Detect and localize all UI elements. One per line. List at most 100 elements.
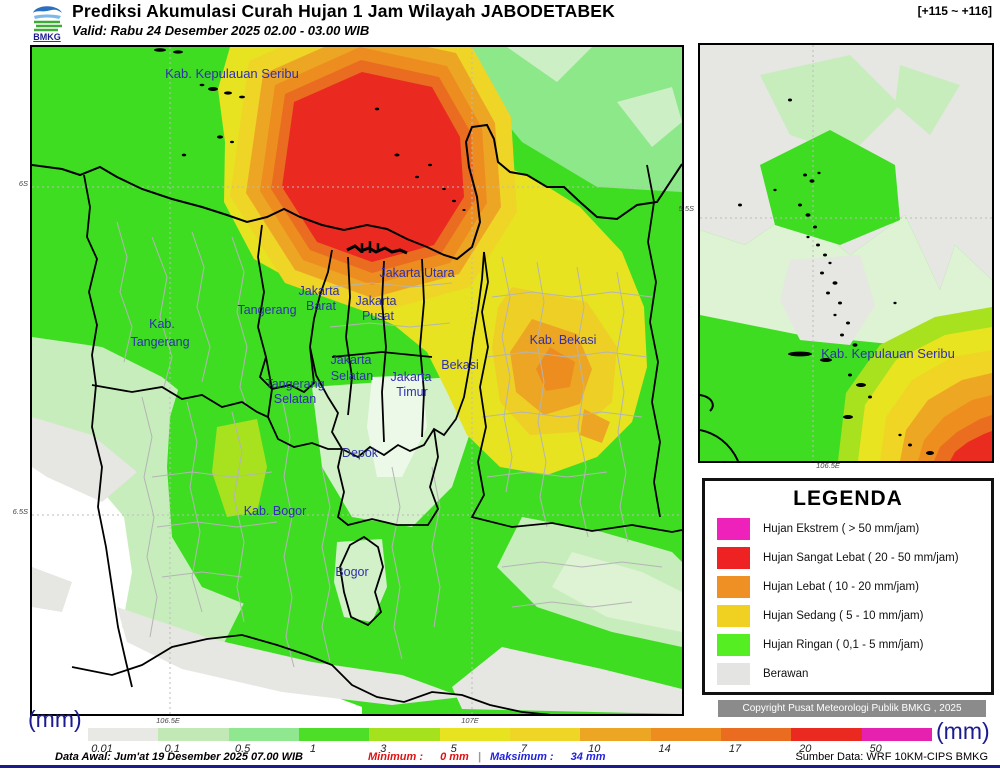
- legend-label: Berawan: [763, 668, 809, 680]
- colorbar-tick: 0.01: [91, 743, 113, 755]
- colorbar-tick: 17: [728, 743, 742, 755]
- colorbar-segment: [861, 728, 932, 741]
- colorbar-ticks: 0.01 0.1 0.5 1 3 5 7 10 14 17 20 50: [88, 743, 958, 756]
- lon-label-107e: 107E: [461, 716, 479, 725]
- label-kab-kepulauan-seribu: Kab. Kepulauan Seribu: [165, 66, 299, 81]
- forecast-hour-range: [+115 ~ +116]: [917, 4, 992, 18]
- legend-label: Hujan Ekstrem ( > 50 mm/jam): [763, 523, 920, 535]
- lat-label-6s: 6S: [18, 179, 28, 188]
- inset-map-kepulauan-seribu: Kab. Kepulauan Seribu: [698, 43, 994, 463]
- colorbar-segment: [88, 728, 159, 741]
- minmax-separator: |: [477, 751, 481, 763]
- legend-item-sangat-lebat: Hujan Sangat Lebat ( 20 - 50 mm/jam): [717, 547, 991, 569]
- minimum-value: 0 mm: [440, 751, 469, 763]
- minimum-label: Minimum :: [368, 751, 423, 763]
- legend-label: Hujan Lebat ( 10 - 20 mm/jam): [763, 581, 919, 593]
- swatch-berawan: [717, 663, 750, 685]
- swatch-ringan: [717, 634, 750, 656]
- legend-item-berawan: Berawan: [717, 663, 991, 685]
- bottom-divider: [0, 765, 1000, 768]
- colorbar-segment: [720, 728, 792, 741]
- legend-item-ekstrem: Hujan Ekstrem ( > 50 mm/jam): [717, 518, 991, 540]
- page-title: Prediksi Akumulasi Curah Hujan 1 Jam Wil…: [72, 1, 615, 21]
- colorbar-tick: 0.1: [164, 743, 180, 755]
- colorbar-segment: [158, 728, 229, 741]
- region-labels: Kab. Kepulauan Seribu Jakarta Utara Jaka…: [130, 66, 596, 579]
- legend-label: Hujan Sedang ( 5 - 10 mm/jam): [763, 610, 924, 622]
- label-jakarta-selatan-1: Jakarta: [331, 353, 372, 367]
- rain-heavy-regions: [218, 47, 647, 475]
- label-bekasi: Bekasi: [441, 358, 479, 372]
- maksimum-label: Maksimum :: [490, 751, 554, 763]
- colorbar-segment: [791, 728, 862, 741]
- maksimum-value: 34 mm: [570, 751, 606, 763]
- colorbar: [88, 728, 932, 741]
- inset-graticule: [700, 45, 992, 461]
- minmax-text: Minimum : 0 mm | Maksimum : 34 mm: [368, 751, 606, 763]
- label-kab-tangerang-2: Tangerang: [130, 335, 189, 349]
- unit-label-left: (mm): [28, 706, 82, 732]
- label-jakarta-pusat-1: Jakarta: [356, 294, 397, 308]
- colorbar-segment: [650, 728, 721, 741]
- inset-coastline: [700, 394, 739, 461]
- colorbar-tick: 1: [309, 743, 317, 755]
- label-jakarta-timur-2: Timur: [396, 385, 427, 399]
- source-text: Sumber Data: WRF 10KM-CIPS BMKG: [795, 751, 988, 763]
- label-jakarta-barat-2: Barat: [306, 299, 336, 313]
- legend-item-sedang: Hujan Sedang ( 5 - 10 mm/jam): [717, 605, 991, 627]
- colorbar-segment: [369, 728, 440, 741]
- label-jakarta-timur-1: Jakarta: [391, 370, 432, 384]
- swatch-lebat: [717, 576, 750, 598]
- label-bogor: Bogor: [335, 565, 368, 579]
- colorbar-segment: [439, 728, 510, 741]
- label-jakarta-utara: Jakarta Utara: [379, 266, 454, 280]
- label-depok: Depok: [342, 446, 379, 460]
- colorbar-segment: [228, 728, 299, 741]
- label-kab-bekasi: Kab. Bekasi: [530, 333, 597, 347]
- inset-lat-label: 5.5S: [678, 204, 694, 213]
- colorbar-tick: 0.5: [235, 743, 251, 755]
- inset-lon-label: 106.5E: [816, 461, 840, 470]
- graticule: [32, 47, 682, 714]
- unit-label-right: (mm): [936, 718, 990, 744]
- legend-label: Hujan Sangat Lebat ( 20 - 50 mm/jam): [763, 552, 959, 564]
- data-awal-text: Data Awal: Jum'at 19 Desember 2025 07.00…: [55, 751, 303, 763]
- colorbar-tick: 50: [869, 743, 882, 755]
- lon-label-106-5e: 106.5E: [156, 716, 180, 725]
- legend-label: Hujan Ringan ( 0,1 - 5 mm/jam): [763, 639, 924, 651]
- colorbar-tick: 20: [799, 743, 812, 755]
- colorbar-segment: [509, 728, 581, 741]
- label-jakarta-barat-1: Jakarta: [299, 284, 340, 298]
- legend-panel: LEGENDA Hujan Ekstrem ( > 50 mm/jam) Huj…: [702, 478, 994, 695]
- swatch-sangat-lebat: [717, 547, 750, 569]
- colorbar-tick: 3: [380, 743, 387, 755]
- colorbar-segment: [580, 728, 651, 741]
- label-tangerang-selatan-2: Selatan: [274, 392, 316, 406]
- colorbar-tick: 5: [450, 743, 457, 755]
- label-tangerang-selatan-1: Tangerang: [265, 377, 324, 391]
- copyright-bar: Copyright Pusat Meteorologi Publik BMKG …: [718, 700, 986, 717]
- admin-borders: [71, 164, 682, 714]
- logo-cloud-icon: [33, 6, 62, 13]
- lat-label-6-5s: 6.5S: [12, 507, 28, 516]
- label-kab-bogor: Kab. Bogor: [244, 504, 307, 518]
- label-jakarta-pusat-2: Pusat: [362, 309, 394, 323]
- colorbar-tick: 7: [520, 743, 528, 755]
- logo-text: BMKG: [33, 32, 61, 42]
- colorbar-segment: [298, 728, 370, 741]
- logo-stripes-icon: [34, 20, 62, 32]
- rain-light-regions: [32, 47, 682, 714]
- swatch-ekstrem: [717, 518, 750, 540]
- legend-item-ringan: Hujan Ringan ( 0,1 - 5 mm/jam): [717, 634, 991, 656]
- colorbar-tick: 10: [588, 743, 601, 755]
- coastline: [32, 123, 682, 261]
- legend-item-lebat: Hujan Lebat ( 10 - 20 mm/jam): [717, 576, 991, 598]
- inset-islands: [738, 98, 934, 455]
- logo-wave-icon: [34, 14, 61, 19]
- inset-regions: [700, 45, 992, 461]
- district-borders: [116, 221, 663, 668]
- label-tangerang: Tangerang: [237, 303, 296, 317]
- colorbar-tick: 14: [658, 743, 671, 755]
- islands: [154, 48, 466, 211]
